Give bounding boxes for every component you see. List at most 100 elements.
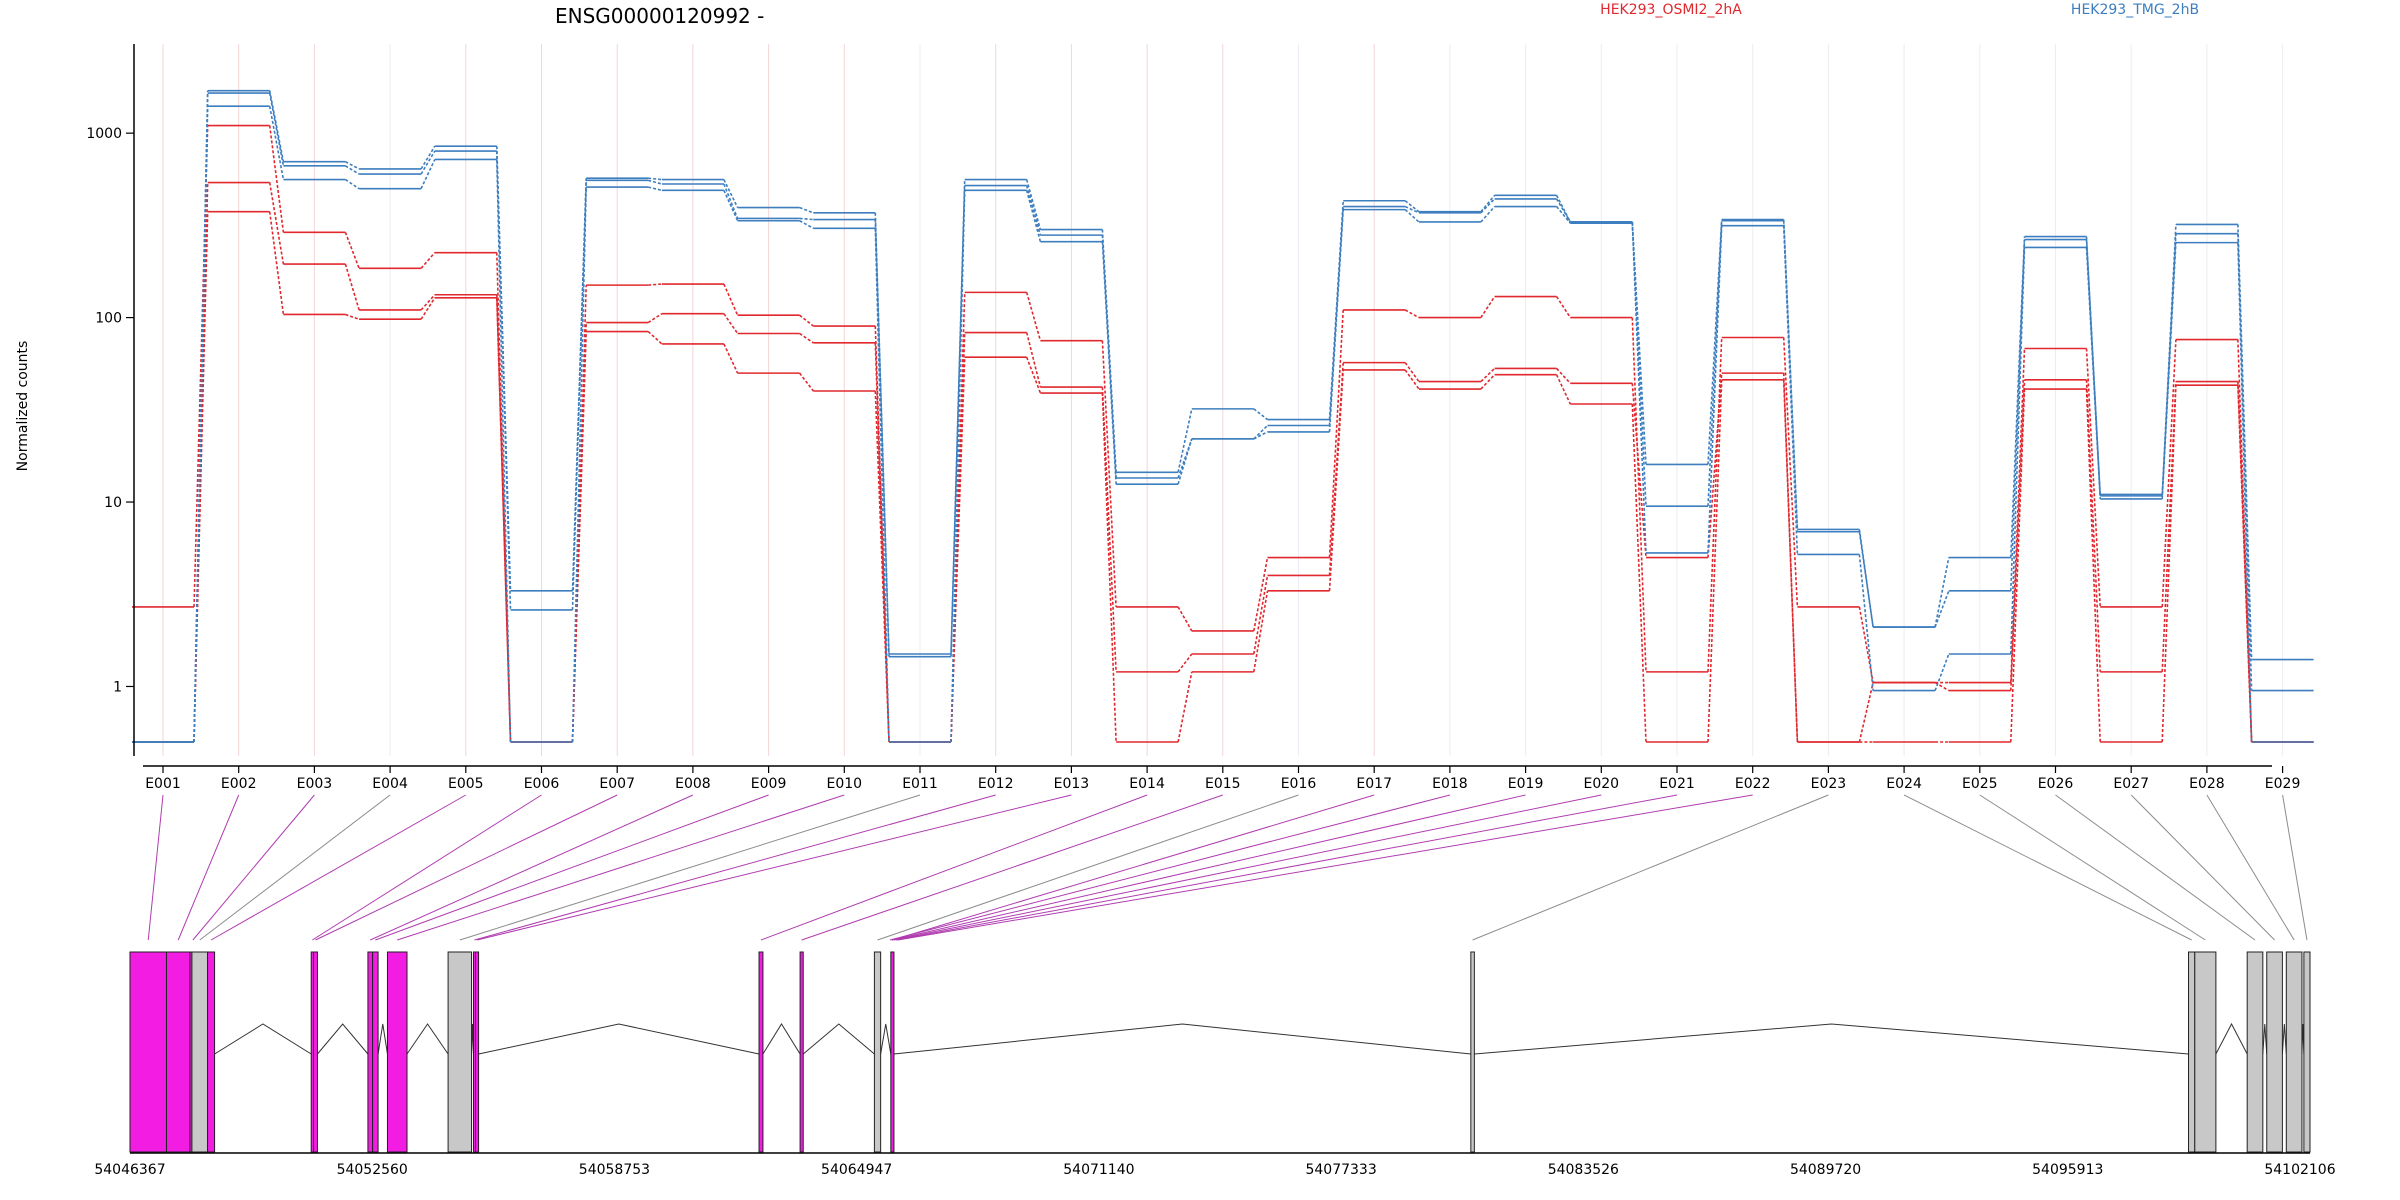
x-tick-label: E007 bbox=[599, 776, 635, 792]
series-connector bbox=[1328, 369, 1344, 591]
series-connector bbox=[193, 106, 209, 743]
series-connector bbox=[268, 125, 285, 233]
intron-line bbox=[214, 1023, 312, 1055]
exon-connector bbox=[891, 794, 1526, 941]
exon-connector bbox=[801, 794, 1223, 941]
x-tick-label: E027 bbox=[2113, 776, 2149, 792]
intron-line bbox=[1474, 1023, 2189, 1055]
series-connector bbox=[268, 90, 285, 162]
intron-line bbox=[2281, 1023, 2287, 1055]
series-connector bbox=[723, 179, 739, 208]
series-connector bbox=[799, 332, 814, 344]
series-connector bbox=[648, 177, 662, 181]
genomic-tick-label: 54046367 bbox=[94, 1162, 165, 1178]
exon-connector bbox=[892, 794, 1375, 941]
exon-connector bbox=[147, 794, 164, 941]
series-connector bbox=[647, 330, 663, 345]
exon-connector bbox=[2130, 794, 2275, 941]
y-tick-label: 1 bbox=[113, 679, 122, 695]
x-tick-label: E016 bbox=[1281, 776, 1317, 792]
series-connector bbox=[1631, 403, 1647, 743]
series-connector bbox=[874, 219, 890, 657]
series-connector bbox=[1555, 198, 1571, 223]
series-connector bbox=[496, 159, 512, 743]
series-connector bbox=[571, 187, 587, 743]
series-connector bbox=[1782, 379, 1799, 743]
exon-block-e007 bbox=[313, 951, 318, 1153]
series-connector bbox=[1253, 431, 1268, 440]
series-connector bbox=[723, 343, 739, 374]
series-connector bbox=[1707, 373, 1723, 558]
genomic-tick-label: 54095913 bbox=[2032, 1162, 2103, 1178]
x-tick-label: E003 bbox=[297, 776, 333, 792]
intron-line bbox=[2215, 1022, 2248, 1055]
x-tick-label: E005 bbox=[448, 776, 484, 792]
exon-block-e005 bbox=[207, 951, 216, 1153]
series-connector bbox=[2237, 224, 2253, 660]
series-connector bbox=[874, 228, 890, 743]
intron-line bbox=[478, 1023, 760, 1055]
exon-connector bbox=[315, 794, 618, 941]
series-6 bbox=[132, 105, 2314, 743]
series-connector bbox=[193, 125, 209, 607]
series-connector bbox=[1631, 317, 1647, 672]
series-connector bbox=[1253, 557, 1269, 632]
x-tick-label: E004 bbox=[372, 776, 408, 792]
series-connector bbox=[2010, 388, 2026, 743]
series-connector bbox=[1025, 292, 1042, 341]
series-connector bbox=[1328, 209, 1344, 432]
series-connector bbox=[799, 217, 814, 221]
series-connector bbox=[1555, 374, 1572, 405]
x-tick-label: E021 bbox=[1659, 776, 1695, 792]
genomic-tick-label: 54064947 bbox=[821, 1162, 892, 1178]
genomic-tick-label: 54077333 bbox=[1305, 1162, 1376, 1178]
series-connector bbox=[647, 179, 663, 185]
series-connector bbox=[1480, 198, 1496, 214]
series-connector bbox=[345, 161, 360, 170]
series-connector bbox=[344, 263, 360, 311]
genomic-tick-label: 54052560 bbox=[337, 1162, 408, 1178]
series-connector bbox=[1177, 438, 1193, 479]
x-tick-label: E017 bbox=[1356, 776, 1392, 792]
exon-connector bbox=[1472, 794, 1829, 941]
x-tick-label: E002 bbox=[221, 776, 257, 792]
series-connector bbox=[723, 189, 739, 222]
series-connector bbox=[950, 190, 966, 743]
series-connector bbox=[1253, 408, 1268, 421]
exon-connector bbox=[397, 794, 845, 941]
series-connector bbox=[1858, 529, 1874, 628]
series-connector bbox=[1101, 392, 1117, 743]
series-connector bbox=[1858, 606, 1874, 683]
series-connector bbox=[571, 331, 587, 743]
x-tick-label: E001 bbox=[145, 776, 181, 792]
exon-connector bbox=[210, 794, 467, 941]
series-connector bbox=[420, 252, 436, 269]
series-connector bbox=[1177, 408, 1193, 473]
series-connector bbox=[1480, 367, 1496, 383]
y-tick-label: 100 bbox=[95, 311, 122, 327]
series-connector bbox=[420, 159, 436, 190]
series-3 bbox=[132, 210, 2314, 743]
chart-title: ENSG00000120992 - bbox=[555, 4, 764, 28]
exon-block-e008 bbox=[367, 951, 374, 1153]
exon-connector bbox=[760, 794, 1148, 941]
gene-model bbox=[129, 951, 2311, 1154]
exon-connector bbox=[893, 794, 1602, 941]
series-connector bbox=[2085, 388, 2101, 743]
x-tick-label: E023 bbox=[1811, 776, 1847, 792]
exon-connector bbox=[897, 794, 1753, 941]
series-connector bbox=[344, 232, 360, 269]
x-tick-label: E012 bbox=[978, 776, 1014, 792]
exon-block-e023 bbox=[1470, 951, 1475, 1153]
series-connector bbox=[420, 294, 436, 311]
genomic-tick-label: 54083526 bbox=[1548, 1162, 1619, 1178]
exon-connector bbox=[459, 794, 921, 941]
exon-block-e002 bbox=[165, 951, 191, 1153]
intron-line bbox=[406, 1023, 449, 1055]
x-tick-label: E026 bbox=[2038, 776, 2074, 792]
series-connector bbox=[648, 283, 662, 286]
series-connector bbox=[1404, 205, 1420, 214]
series-connector bbox=[1025, 356, 1042, 394]
series-connector bbox=[1404, 369, 1420, 390]
